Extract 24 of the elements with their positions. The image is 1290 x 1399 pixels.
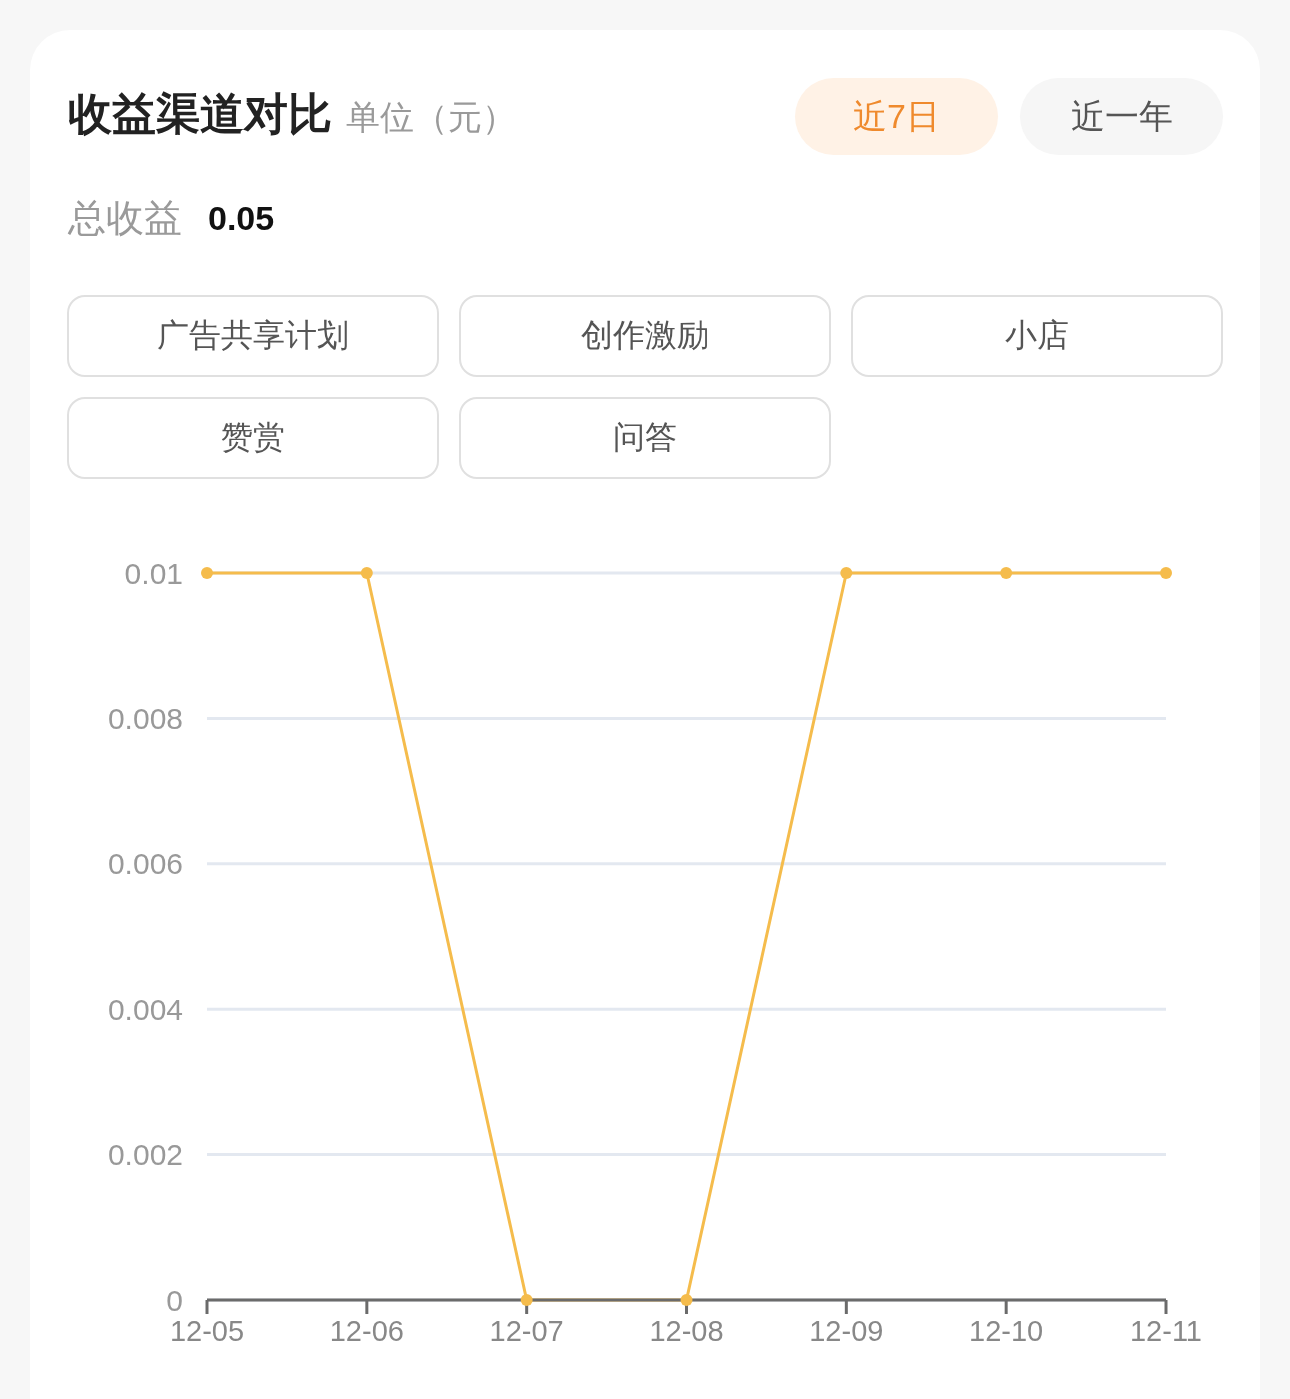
x-tick-label: 12-05 (169, 1314, 245, 1347)
x-tick-label: 12-08 (649, 1314, 724, 1347)
x-tick-label: 12-10 (969, 1314, 1044, 1347)
chart-subtitle: 单位（元） (346, 98, 516, 136)
y-tick-label: 0.002 (107, 1138, 183, 1172)
channel-button: 问答 (459, 397, 831, 479)
y-tick-label: 0.006 (107, 847, 183, 881)
period-tab: 近一年 (1020, 78, 1223, 155)
channel-button: 创作激励 (459, 295, 831, 377)
x-tick-label: 12-11 (1129, 1314, 1203, 1347)
x-tick-label: 12-06 (329, 1314, 404, 1347)
x-tick-label: 12-09 (809, 1314, 884, 1347)
y-tick-label: 0.008 (107, 702, 183, 736)
period-tab: 近7日 (795, 78, 998, 155)
y-tick-label: 0.004 (107, 992, 183, 1026)
text: 0.05 (208, 198, 275, 238)
text: 总收益 (68, 195, 182, 241)
channel-button: 赞赏 (67, 397, 439, 479)
y-tick-label: 0 (166, 1283, 183, 1317)
y-tick-label: 0.01 (124, 556, 183, 590)
x-tick-label: 12-07 (489, 1314, 564, 1347)
channel-button: 小店 (851, 295, 1223, 377)
channel-button: 广告共享计划 (67, 295, 439, 377)
chart-title: 收益渠道对比 (68, 89, 332, 138)
